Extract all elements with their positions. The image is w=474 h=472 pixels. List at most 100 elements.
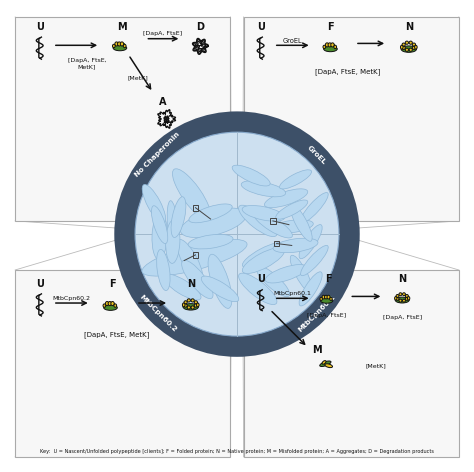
- Text: GroEL: GroEL: [306, 144, 327, 165]
- Ellipse shape: [405, 41, 409, 44]
- Text: MtbCpn60.1: MtbCpn60.1: [274, 291, 311, 296]
- Text: F: F: [109, 279, 116, 289]
- Ellipse shape: [328, 43, 331, 47]
- Text: U: U: [36, 279, 44, 289]
- Bar: [326, 44, 335, 48]
- FancyBboxPatch shape: [15, 270, 230, 457]
- Ellipse shape: [112, 44, 115, 48]
- Ellipse shape: [253, 211, 292, 238]
- Ellipse shape: [177, 239, 203, 282]
- Text: M: M: [117, 22, 127, 33]
- Text: [DapA, FtsE,: [DapA, FtsE,: [68, 58, 106, 63]
- Text: F: F: [327, 22, 334, 33]
- Ellipse shape: [114, 304, 117, 307]
- Ellipse shape: [194, 301, 198, 304]
- Ellipse shape: [299, 272, 322, 306]
- Text: MtbCpn60.1: MtbCpn60.1: [297, 294, 336, 333]
- Bar: [115, 43, 125, 47]
- Ellipse shape: [152, 212, 167, 260]
- Ellipse shape: [167, 201, 178, 253]
- Ellipse shape: [104, 305, 117, 311]
- Ellipse shape: [320, 361, 331, 366]
- Ellipse shape: [273, 238, 318, 253]
- Ellipse shape: [197, 303, 199, 307]
- Text: D: D: [196, 22, 204, 33]
- Ellipse shape: [399, 293, 402, 295]
- Ellipse shape: [189, 204, 232, 223]
- Ellipse shape: [191, 306, 194, 309]
- Text: [DapA, FtsE, MetK]: [DapA, FtsE, MetK]: [315, 68, 380, 75]
- Ellipse shape: [301, 193, 328, 223]
- Ellipse shape: [270, 220, 313, 233]
- Ellipse shape: [113, 45, 127, 51]
- Ellipse shape: [105, 302, 109, 305]
- Ellipse shape: [187, 306, 191, 309]
- Bar: [274, 241, 280, 246]
- Text: MtbCpn60.2: MtbCpn60.2: [53, 296, 91, 301]
- Ellipse shape: [276, 200, 308, 219]
- Text: F: F: [325, 274, 332, 285]
- Circle shape: [135, 132, 339, 336]
- Text: [MetK]: [MetK]: [128, 75, 148, 80]
- Ellipse shape: [402, 43, 405, 46]
- Ellipse shape: [187, 299, 191, 302]
- Ellipse shape: [123, 44, 126, 48]
- Ellipse shape: [238, 273, 277, 304]
- Ellipse shape: [166, 220, 180, 263]
- Text: N: N: [405, 22, 413, 33]
- Ellipse shape: [405, 48, 409, 51]
- Ellipse shape: [402, 293, 405, 295]
- Ellipse shape: [405, 295, 409, 297]
- Text: [DapA, FtsE]: [DapA, FtsE]: [307, 313, 346, 318]
- Ellipse shape: [242, 242, 284, 268]
- Text: MetK]: MetK]: [78, 65, 96, 69]
- Text: N: N: [398, 274, 406, 285]
- Ellipse shape: [322, 361, 326, 364]
- Ellipse shape: [265, 265, 307, 283]
- Text: Key:  U = Nascent/Unfolded polypeptide [clients]; F = Folded protein; N = Native: Key: U = Nascent/Unfolded polypeptide [c…: [40, 449, 434, 454]
- Ellipse shape: [412, 43, 416, 46]
- Bar: [192, 252, 198, 258]
- Ellipse shape: [320, 297, 322, 301]
- Ellipse shape: [184, 304, 187, 307]
- Ellipse shape: [330, 297, 332, 301]
- Ellipse shape: [115, 42, 118, 46]
- Ellipse shape: [183, 303, 199, 310]
- FancyBboxPatch shape: [244, 270, 459, 457]
- Ellipse shape: [409, 48, 412, 51]
- Ellipse shape: [396, 295, 399, 297]
- Text: U: U: [256, 22, 264, 33]
- Ellipse shape: [238, 205, 277, 236]
- Ellipse shape: [188, 235, 233, 249]
- Ellipse shape: [399, 299, 402, 302]
- Text: No Chaperonin: No Chaperonin: [134, 131, 181, 178]
- Text: [DapA, FtsE, MetK]: [DapA, FtsE, MetK]: [84, 331, 150, 337]
- Ellipse shape: [182, 303, 185, 307]
- Ellipse shape: [256, 266, 290, 296]
- Bar: [322, 296, 331, 300]
- Ellipse shape: [264, 189, 308, 208]
- Ellipse shape: [173, 169, 211, 220]
- Ellipse shape: [184, 301, 187, 304]
- Circle shape: [114, 111, 360, 357]
- Ellipse shape: [415, 45, 417, 49]
- Ellipse shape: [232, 165, 270, 186]
- Ellipse shape: [324, 46, 337, 52]
- Ellipse shape: [395, 297, 409, 303]
- Text: [DapA, FtsE]: [DapA, FtsE]: [383, 315, 422, 320]
- Ellipse shape: [142, 239, 247, 276]
- Ellipse shape: [118, 42, 121, 46]
- Ellipse shape: [334, 45, 337, 49]
- Text: A: A: [159, 97, 166, 107]
- Ellipse shape: [331, 43, 334, 47]
- Text: U: U: [256, 274, 264, 285]
- Ellipse shape: [394, 296, 397, 300]
- Bar: [106, 303, 115, 306]
- Ellipse shape: [408, 296, 410, 300]
- Ellipse shape: [396, 297, 399, 300]
- Text: GroEL: GroEL: [283, 38, 302, 43]
- Ellipse shape: [151, 206, 168, 244]
- Ellipse shape: [323, 45, 326, 49]
- Ellipse shape: [405, 297, 409, 300]
- Text: MtbCpn60.2: MtbCpn60.2: [138, 294, 177, 333]
